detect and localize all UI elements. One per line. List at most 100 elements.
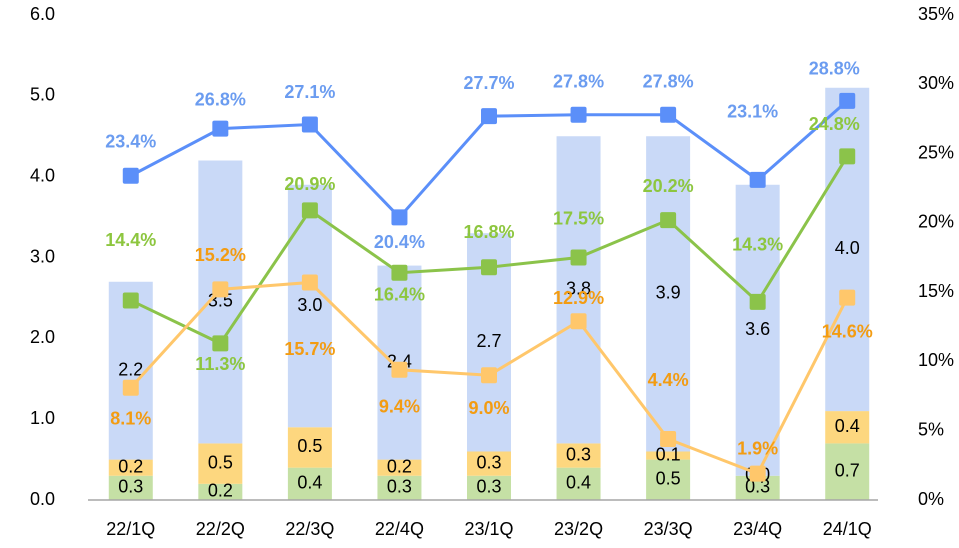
bar-value-label: 0.4 <box>297 473 322 493</box>
y-tick-label: 4.0 <box>30 165 55 185</box>
line-marker <box>122 292 139 309</box>
bar-segment <box>825 87 870 412</box>
bar-value-label: 0.5 <box>208 452 233 472</box>
line-marker <box>749 293 766 310</box>
y-tick-label: 2.0 <box>30 327 55 347</box>
x-tick-label: 23/4Q <box>733 519 782 539</box>
bar-value-label: 0.3 <box>566 444 591 464</box>
bar-segment <box>556 136 601 444</box>
line-marker <box>301 116 318 133</box>
line-marker <box>481 367 497 384</box>
bar-value-label: 0.7 <box>835 460 860 480</box>
line-value-label: 27.7% <box>463 73 514 93</box>
bar-value-label: 0.2 <box>118 456 143 476</box>
bar-value-label: 0.1 <box>656 444 681 464</box>
line-value-label: 20.9% <box>284 174 335 194</box>
line-marker <box>301 202 318 219</box>
line-value-label: 24.8% <box>809 114 860 134</box>
line-value-label: 8.1% <box>110 409 151 429</box>
line-marker <box>570 313 587 330</box>
bar-value-label: 0.4 <box>566 473 591 493</box>
bar-value-label: 2.2 <box>118 359 143 379</box>
line-value-label: 23.1% <box>727 102 778 122</box>
y-tick-label: 6.0 <box>30 4 55 24</box>
y2-tick-label: 15% <box>918 281 954 301</box>
line-value-label: 26.8% <box>195 89 246 109</box>
line-marker <box>839 92 856 109</box>
bar-segment <box>825 411 870 444</box>
line-value-label: 27.8% <box>553 72 604 92</box>
line-value-label: 9.0% <box>468 398 509 418</box>
bar-segment <box>198 160 243 444</box>
bar-segment <box>198 443 243 484</box>
bar-value-label: 3.0 <box>297 295 322 315</box>
bar-value-label: 4.0 <box>835 238 860 258</box>
y2-tick-label: 5% <box>918 419 944 439</box>
bar-value-label: 3.8 <box>566 279 591 299</box>
line-marker <box>212 120 229 137</box>
line-value-label: 11.3% <box>195 354 245 374</box>
y2-tick-label: 0% <box>918 489 944 509</box>
line-marker <box>660 212 677 229</box>
line-marker <box>212 335 229 352</box>
bar-value-label: 3.9 <box>656 283 681 303</box>
line-value-label: 12.9% <box>553 288 604 308</box>
bar-value-label: 0.2 <box>208 481 233 501</box>
line-value-label: 23.4% <box>105 131 156 151</box>
line-marker <box>660 106 677 123</box>
bar-segment <box>646 451 691 460</box>
y-tick-label: 5.0 <box>30 85 55 105</box>
line-value-label: 1.9% <box>737 438 778 458</box>
line-marker <box>391 209 408 226</box>
bar-segment <box>108 475 153 500</box>
line-value-label: 9.4% <box>379 396 420 416</box>
x-tick-label: 24/1Q <box>823 519 872 539</box>
y-tick-label: 0.0 <box>30 489 55 509</box>
bar-value-label: 0.3 <box>476 477 501 497</box>
line-value-label: 16.8% <box>463 222 514 242</box>
bar-segment <box>646 136 691 452</box>
line-value-label: 15.7% <box>284 339 335 359</box>
x-tick-label: 22/3Q <box>285 519 334 539</box>
line-marker <box>122 167 139 184</box>
line-value-label: 27.1% <box>284 82 335 102</box>
bar-segment <box>825 443 870 500</box>
y2-tick-label: 30% <box>918 73 954 93</box>
line-marker <box>391 361 408 378</box>
bar-value-label: 0.5 <box>656 469 681 489</box>
line-marker <box>481 108 497 125</box>
line-value-label: 28.8% <box>809 59 860 79</box>
y-tick-label: 3.0 <box>30 246 55 266</box>
y-tick-label: 1.0 <box>30 408 55 428</box>
line-marker <box>212 281 229 298</box>
line-marker <box>749 465 766 482</box>
bar-value-label: 3.6 <box>745 319 770 339</box>
bar-segment <box>467 475 511 500</box>
line-marker <box>839 289 856 306</box>
line-value-label: 27.8% <box>643 72 694 92</box>
line-marker <box>122 379 139 396</box>
y2-tick-label: 10% <box>918 350 954 370</box>
line-value-label: 20.4% <box>374 232 425 252</box>
y2-tick-label: 20% <box>918 212 954 232</box>
bar-segment <box>198 483 243 500</box>
line-marker <box>570 249 587 266</box>
bar-value-label: 0.3 <box>118 477 143 497</box>
bar-segment <box>287 184 332 428</box>
bar-value-label: 0.3 <box>476 452 501 472</box>
line-value-label: 20.2% <box>643 176 694 196</box>
x-tick-label: 22/1Q <box>106 519 155 539</box>
bar-segment <box>556 443 601 468</box>
line-marker <box>301 274 318 291</box>
bar-segment <box>646 459 691 500</box>
x-tick-label: 22/4Q <box>375 519 424 539</box>
line-value-label: 17.5% <box>553 208 604 228</box>
line-marker <box>660 431 677 448</box>
line-marker <box>391 264 408 281</box>
bar-segment <box>108 459 153 476</box>
bar-segment <box>287 467 332 500</box>
line-value-label: 14.6% <box>822 321 873 341</box>
line-marker <box>749 171 766 188</box>
line-value-label: 14.4% <box>105 230 156 250</box>
bar-value-label: 0.3 <box>387 477 412 497</box>
